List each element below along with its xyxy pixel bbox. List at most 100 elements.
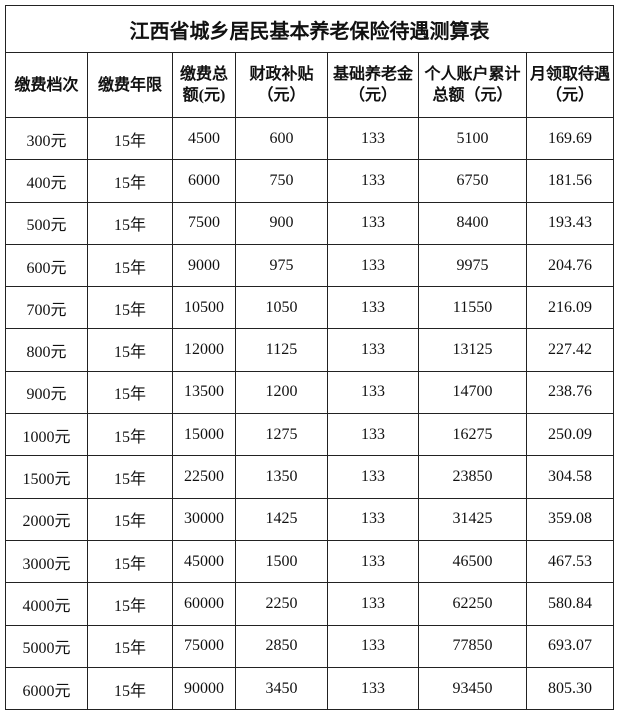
table-cell: 500元 <box>5 201 88 245</box>
table-cell: 2250 <box>235 582 328 626</box>
table-cell: 9975 <box>418 243 527 288</box>
table-cell: 133 <box>327 116 419 161</box>
table-cell: 15年 <box>87 582 173 626</box>
table-cell: 133 <box>327 370 419 415</box>
table-cell: 13500 <box>172 370 236 415</box>
table-cell: 12000 <box>172 328 236 372</box>
table-cell: 15年 <box>87 159 173 203</box>
table-cell: 4500 <box>172 116 236 161</box>
table-row: 1500元 15年 22500 1350 133 23850 304.58 <box>5 455 615 499</box>
table-cell: 750 <box>235 159 328 203</box>
header-cell: 财政补贴（元） <box>235 52 328 118</box>
table-row: 300元 15年 4500 600 133 5100 169.69 <box>5 116 615 161</box>
table-cell: 467.53 <box>525 539 615 584</box>
table-cell: 133 <box>327 582 419 626</box>
table-row: 1000元 15年 15000 1275 133 16275 250.09 <box>5 413 615 457</box>
table-row: 900元 15年 13500 1200 133 14700 238.76 <box>5 370 615 415</box>
table-cell: 133 <box>327 539 419 584</box>
table-cell: 600 <box>235 116 328 161</box>
table-cell: 975 <box>235 243 328 288</box>
table-cell: 204.76 <box>525 243 615 288</box>
table-cell: 227.42 <box>525 328 615 372</box>
table-cell: 700元 <box>5 286 88 330</box>
table-row: 800元 15年 12000 1125 133 13125 227.42 <box>5 328 615 372</box>
table-cell: 45000 <box>172 539 236 584</box>
table-row: 500元 15年 7500 900 133 8400 193.43 <box>5 201 615 245</box>
table-cell: 2000元 <box>5 497 88 541</box>
header-row: 缴费档次 缴费年限 缴费总额(元) 财政补贴（元） 基础养老金（元） 个人账户累… <box>5 52 615 118</box>
table-cell: 359.08 <box>525 497 615 541</box>
table-title: 江西省城乡居民基本养老保险待遇测算表 <box>4 5 615 53</box>
table-cell: 90000 <box>172 666 236 711</box>
table-cell: 7500 <box>172 201 236 245</box>
table-cell: 133 <box>327 455 419 499</box>
header-cell: 缴费档次 <box>5 52 88 118</box>
table-cell: 10500 <box>172 286 236 330</box>
table-cell: 1350 <box>235 455 328 499</box>
table-cell: 133 <box>327 201 419 245</box>
table-cell: 2850 <box>235 624 328 668</box>
table-row: 5000元 15年 75000 2850 133 77850 693.07 <box>5 624 615 668</box>
table-cell: 23850 <box>418 455 527 499</box>
header-cell: 个人账户累计总额（元） <box>418 52 527 118</box>
table-cell: 11550 <box>418 286 527 330</box>
table-cell: 580.84 <box>525 582 615 626</box>
table-cell: 62250 <box>418 582 527 626</box>
table-cell: 14700 <box>418 370 527 415</box>
table-cell: 15年 <box>87 413 173 457</box>
table-cell: 600元 <box>5 243 88 288</box>
table-row: 6000元 15年 90000 3450 133 93450 805.30 <box>5 666 615 711</box>
table-cell: 1000元 <box>5 413 88 457</box>
table-cell: 181.56 <box>525 159 615 203</box>
table-cell: 238.76 <box>525 370 615 415</box>
table-cell: 900元 <box>5 370 88 415</box>
table-cell: 3000元 <box>5 539 88 584</box>
table-cell: 15000 <box>172 413 236 457</box>
table-cell: 15年 <box>87 370 173 415</box>
table-cell: 133 <box>327 243 419 288</box>
table-cell: 693.07 <box>525 624 615 668</box>
pension-table: 江西省城乡居民基本养老保险待遇测算表 缴费档次 缴费年限 缴费总额(元) 财政补… <box>4 5 615 711</box>
table-cell: 15年 <box>87 286 173 330</box>
table-cell: 304.58 <box>525 455 615 499</box>
table-cell: 16275 <box>418 413 527 457</box>
table-cell: 1500元 <box>5 455 88 499</box>
table-cell: 805.30 <box>525 666 615 711</box>
table-cell: 46500 <box>418 539 527 584</box>
table-cell: 15年 <box>87 539 173 584</box>
title-row: 江西省城乡居民基本养老保险待遇测算表 <box>4 5 615 53</box>
table-cell: 133 <box>327 497 419 541</box>
table-cell: 133 <box>327 624 419 668</box>
table-cell: 133 <box>327 159 419 203</box>
table-cell: 1125 <box>235 328 328 372</box>
table-cell: 133 <box>327 666 419 711</box>
table-row: 4000元 15年 60000 2250 133 62250 580.84 <box>5 582 615 626</box>
table-cell: 8400 <box>418 201 527 245</box>
table-cell: 15年 <box>87 455 173 499</box>
table-cell: 77850 <box>418 624 527 668</box>
table-cell: 1425 <box>235 497 328 541</box>
table-cell: 22500 <box>172 455 236 499</box>
table-cell: 31425 <box>418 497 527 541</box>
table-cell: 13125 <box>418 328 527 372</box>
table-cell: 5000元 <box>5 624 88 668</box>
table-cell: 15年 <box>87 201 173 245</box>
header-cell: 缴费年限 <box>87 52 173 118</box>
table-cell: 4000元 <box>5 582 88 626</box>
table-cell: 15年 <box>87 666 173 711</box>
table-cell: 1275 <box>235 413 328 457</box>
table-cell: 6000元 <box>5 666 88 711</box>
header-cell: 缴费总额(元) <box>172 52 236 118</box>
table-cell: 133 <box>327 413 419 457</box>
table-cell: 5100 <box>418 116 527 161</box>
table-cell: 800元 <box>5 328 88 372</box>
table-row: 600元 15年 9000 975 133 9975 204.76 <box>5 243 615 288</box>
table-row: 700元 15年 10500 1050 133 11550 216.09 <box>5 286 615 330</box>
table-cell: 300元 <box>5 116 88 161</box>
table-cell: 1200 <box>235 370 328 415</box>
table-cell: 250.09 <box>525 413 615 457</box>
table-cell: 93450 <box>418 666 527 711</box>
table-row: 2000元 15年 30000 1425 133 31425 359.08 <box>5 497 615 541</box>
table-cell: 400元 <box>5 159 88 203</box>
header-cell: 基础养老金（元） <box>327 52 419 118</box>
